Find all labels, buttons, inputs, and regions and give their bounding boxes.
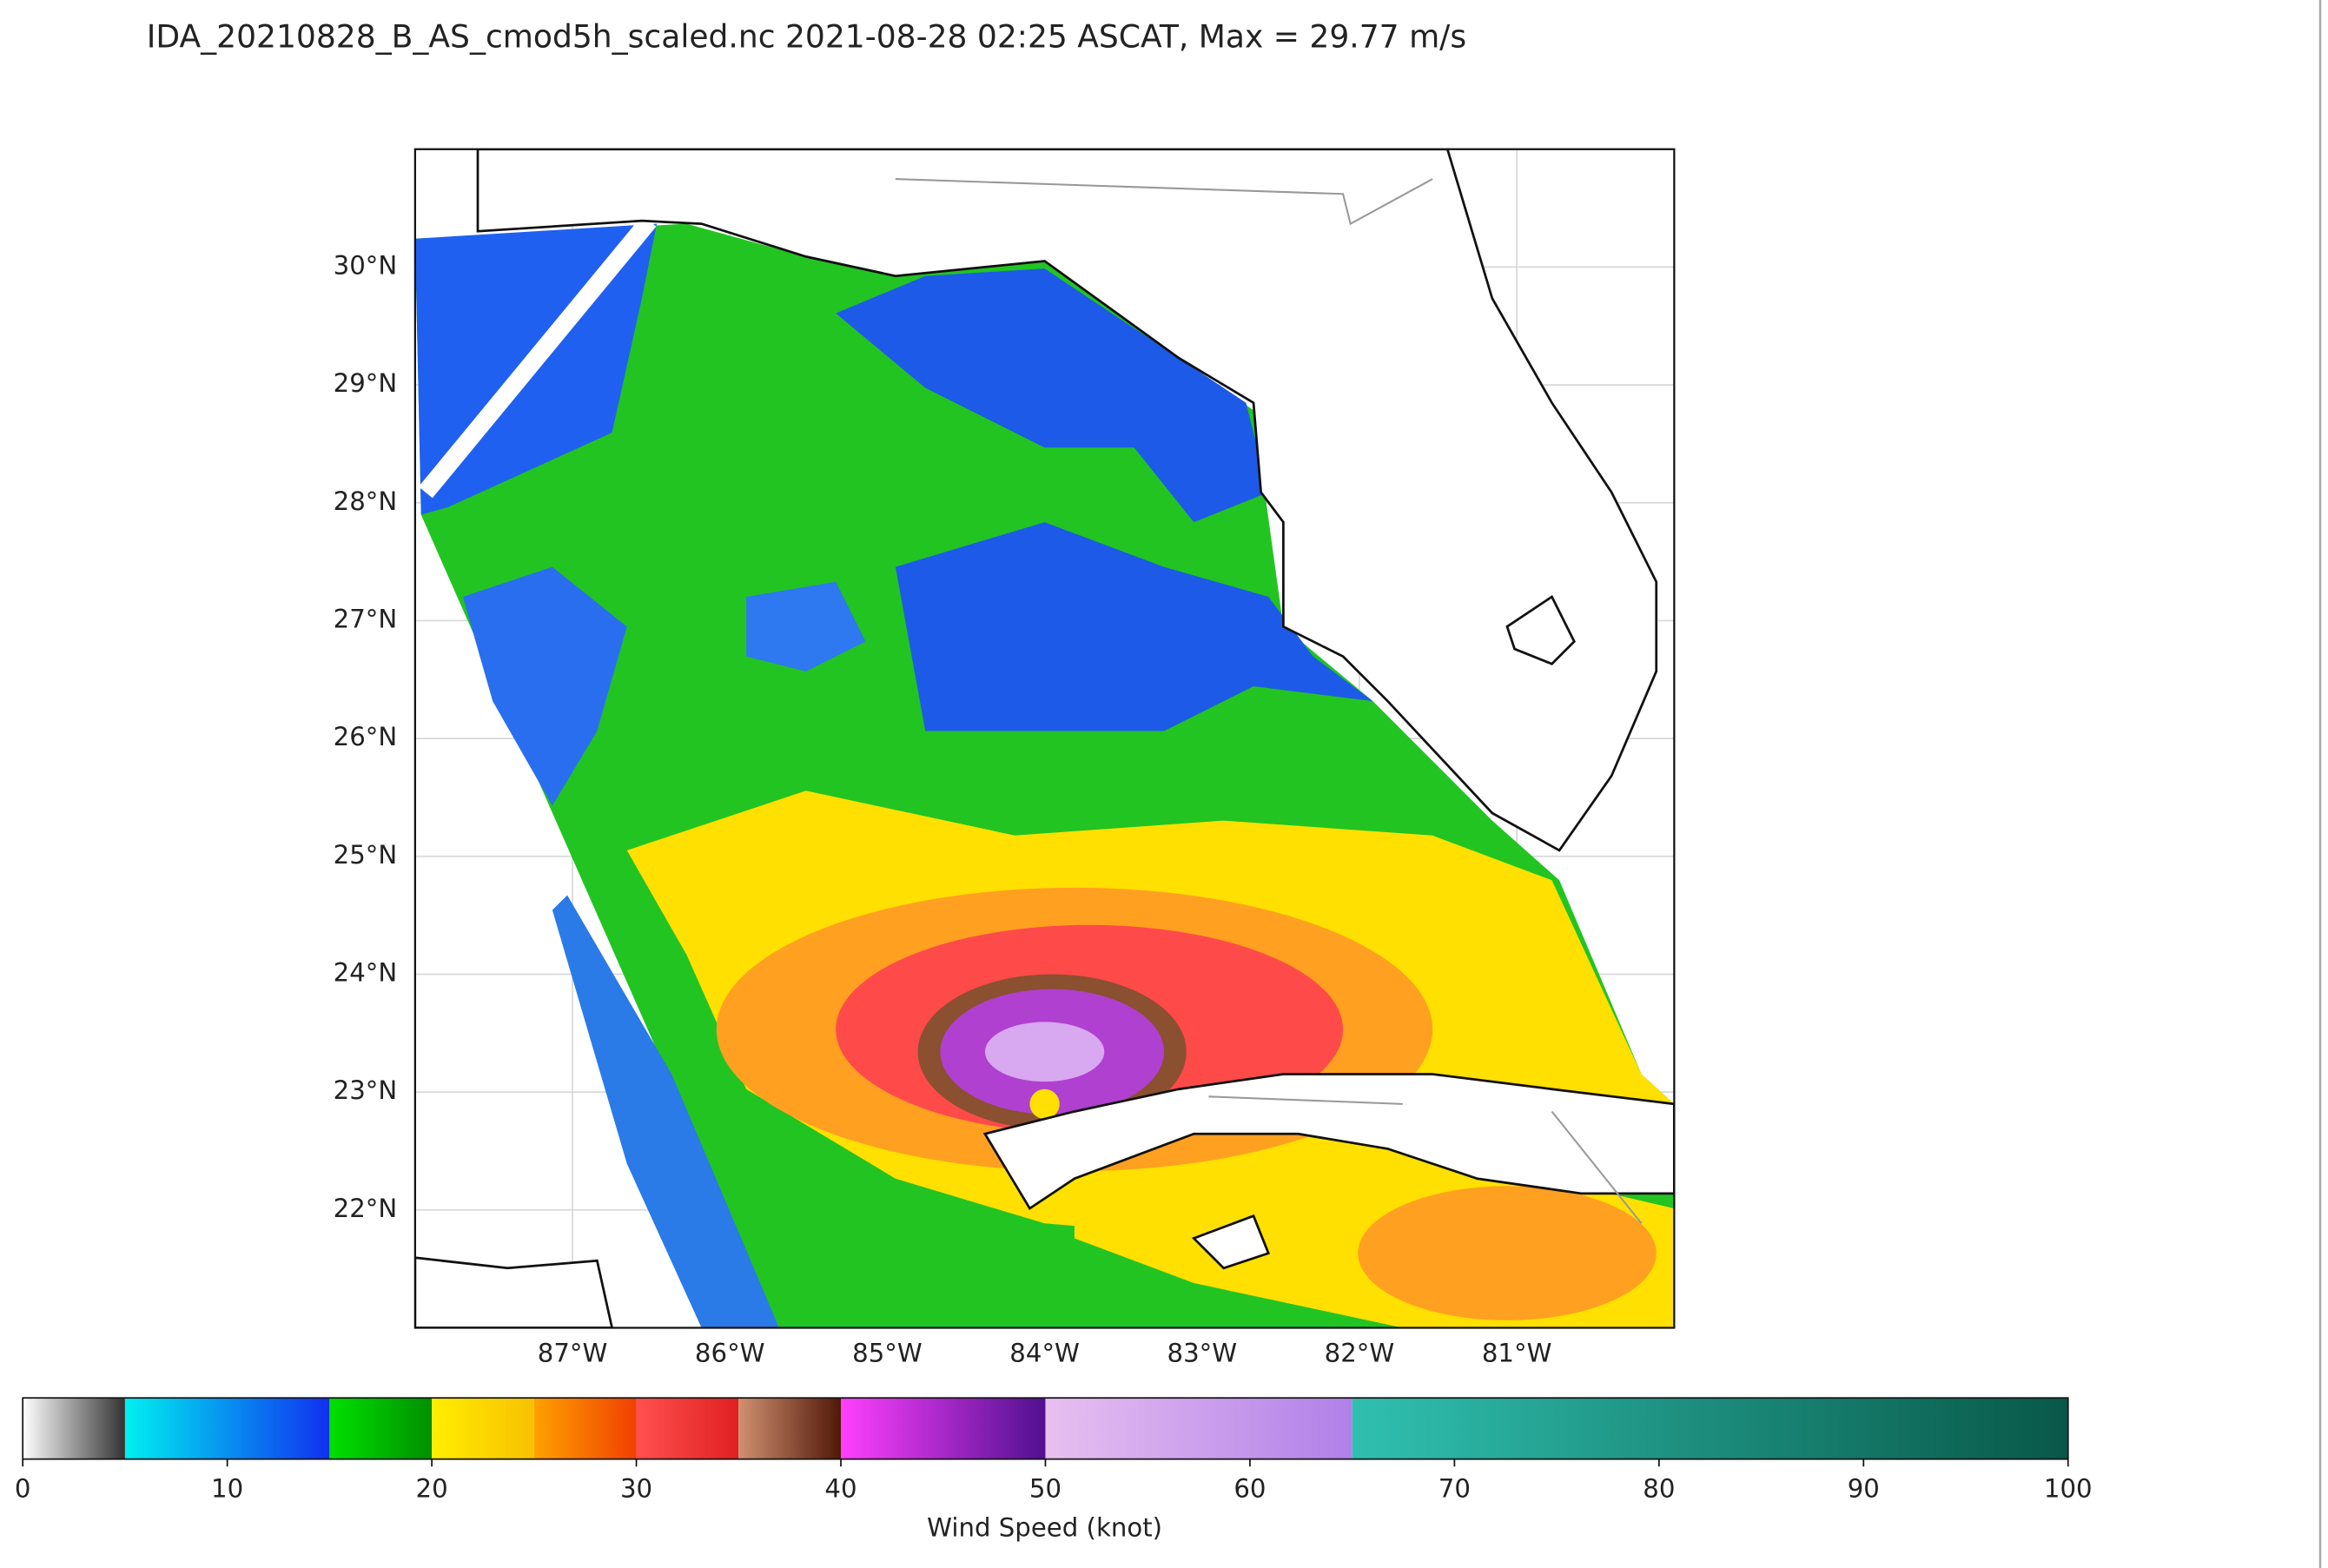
colorbar-segment [1045, 1398, 1352, 1459]
colorbar-tick-label: 80 [1643, 1474, 1675, 1504]
colorbar-segment [23, 1398, 125, 1459]
lat-tick-label: 27°N [334, 604, 398, 633]
colorbar-segment [329, 1398, 433, 1459]
colorbar-segment [1352, 1398, 2068, 1459]
land [414, 149, 1675, 1328]
colorbar-segment [841, 1398, 1046, 1459]
colorbar-segment [124, 1398, 330, 1459]
lat-tick-label: 30°N [334, 250, 398, 280]
colorbar-tick-label: 60 [1233, 1474, 1266, 1504]
colorbar-tick-label: 100 [2044, 1474, 2093, 1504]
colorbar-segment [432, 1398, 534, 1459]
colorbar-tick-label: 90 [1848, 1474, 1880, 1504]
colorbar-tick-label: 0 [15, 1474, 31, 1504]
colorbar-tick-label: 10 [211, 1474, 243, 1504]
wind-field [414, 215, 1675, 1328]
lon-tick-label: 82°W [1325, 1338, 1395, 1367]
axis-labels: 22°N 23°N 24°N 25°N 26°N 27°N 28°N 29°N 30°N 87°W… [334, 250, 1552, 1367]
lon-tick-label: 87°W [538, 1338, 608, 1367]
map-frame [413, 148, 1676, 1329]
lat-tick-label: 28°N [334, 486, 398, 516]
lat-tick-label: 26°N [334, 722, 398, 751]
colorbar-label: Wind Speed (knot) [927, 1512, 1162, 1542]
lat-tick-label: 25°N [334, 840, 398, 870]
colorbar-segment [738, 1398, 842, 1459]
colorbar-tick-label: 50 [1029, 1474, 1061, 1504]
lat-tick-label: 24°N [334, 957, 398, 987]
lon-tick-label: 83°W [1167, 1338, 1237, 1367]
lat-tick-label: 22°N [334, 1194, 398, 1223]
lon-tick-label: 81°W [1482, 1338, 1552, 1367]
colorbar-tick-label: 20 [416, 1474, 448, 1504]
figure-title: IDA_20210828_B_AS_cmod5h_scaled.nc 2021-… [147, 19, 1466, 56]
lon-tick-label: 85°W [852, 1338, 923, 1367]
colorbar-tick-label: 70 [1438, 1474, 1471, 1504]
colorbar-tick-label: 40 [824, 1474, 856, 1504]
colorbar-tick-label: 30 [620, 1474, 652, 1504]
colorbar: 0 10 20 30 40 50 60 70 80 90 100 [15, 1397, 2093, 1504]
lon-tick-label: 84°W [1009, 1338, 1080, 1367]
lat-tick-label: 29°N [334, 368, 398, 398]
colorbar-segment [636, 1398, 739, 1459]
colorbar-segment [533, 1398, 637, 1459]
lat-tick-label: 23°N [334, 1075, 398, 1105]
lon-tick-label: 86°W [695, 1338, 765, 1367]
